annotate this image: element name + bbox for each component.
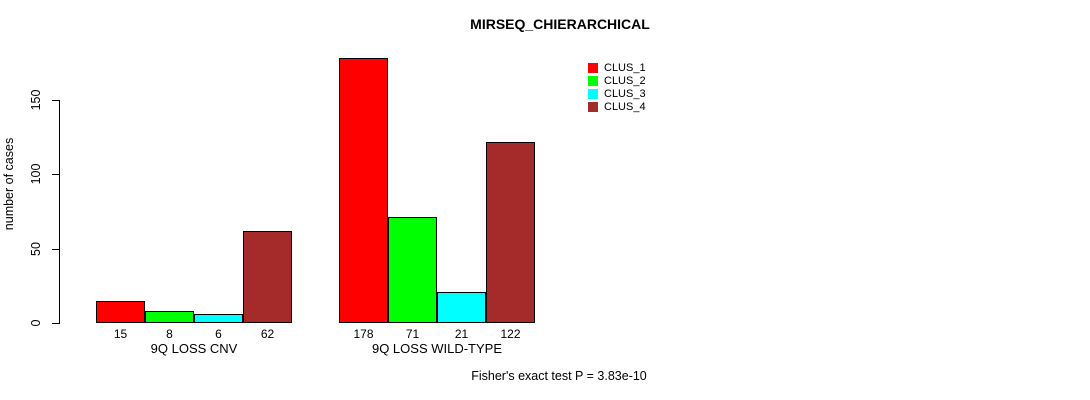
bar [388,217,437,323]
y-axis-tick-label: 100 [29,163,43,185]
bar-value-label: 178 [353,327,374,341]
y-axis-tick-label: 50 [29,241,43,256]
bar [486,141,535,323]
legend-swatch [588,88,598,99]
bar [243,230,292,323]
y-axis-label: number of cases [2,137,16,231]
bar-value-label: 62 [260,327,275,341]
bar-value-label: 21 [454,327,469,341]
bar-value-label: 122 [500,327,521,341]
legend-row: CLUS_3 [588,88,646,101]
legend-row: CLUS_1 [588,62,646,75]
y-axis-line [59,100,60,324]
bar-value-label: 15 [113,327,128,341]
bar [194,314,243,323]
bar-value-label: 71 [405,327,420,341]
legend-swatch [588,76,598,87]
bar [339,58,388,323]
legend-row: CLUS_4 [588,100,646,113]
chart-title: MIRSEQ_CHIERARCHICAL [470,16,650,32]
legend-row: CLUS_2 [588,75,646,88]
legend: CLUS_1 CLUS_2 CLUS_3 CLUS_4 [588,62,646,113]
y-axis-tick-label: 150 [29,89,43,111]
legend-swatch [588,101,598,112]
y-axis-tick [52,323,59,324]
x-category-label: 9Q LOSS WILD-TYPE [371,341,503,356]
bar [437,291,486,323]
y-axis-tick [52,100,59,101]
y-axis-tick [52,248,59,250]
legend-label: CLUS_3 [604,87,646,100]
bar [96,300,145,323]
legend-label: CLUS_2 [604,75,646,88]
legend-swatch [588,63,598,74]
bar-value-label: 6 [215,327,222,341]
legend-label: CLUS_1 [604,62,646,75]
legend-label: CLUS_4 [604,100,646,113]
bar [145,311,194,323]
y-axis-tick-label: 0 [29,319,43,327]
y-axis-tick [52,174,59,176]
bar-value-label: 8 [166,327,173,341]
annotation-text: Fisher's exact test P = 3.83e-10 [471,369,647,383]
x-category-label: 9Q LOSS CNV [150,341,238,356]
